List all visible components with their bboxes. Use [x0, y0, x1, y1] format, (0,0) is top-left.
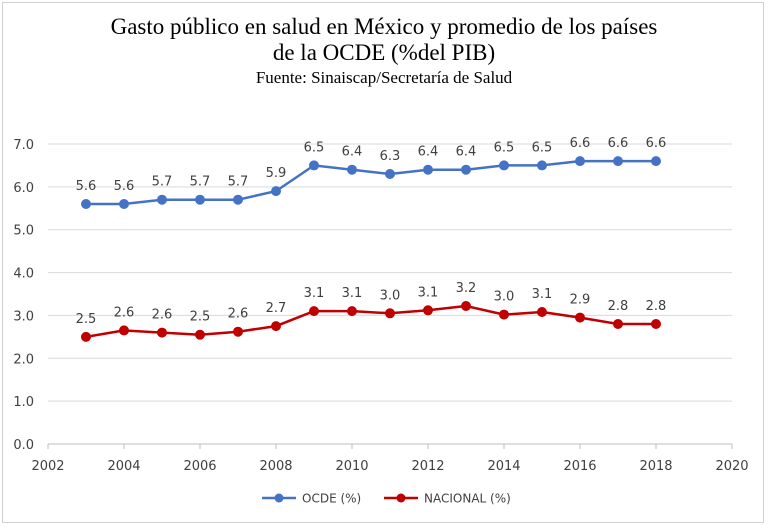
data-point	[537, 307, 547, 317]
x-tick-label: 2008	[259, 459, 292, 474]
data-label: 2.5	[190, 310, 211, 325]
data-label: 6.6	[608, 136, 629, 151]
data-label: 6.5	[304, 140, 325, 155]
x-tick-label: 2018	[639, 459, 672, 474]
data-label: 6.4	[418, 145, 439, 160]
data-label: 6.4	[342, 145, 363, 160]
x-tick-label: 2020	[715, 459, 748, 474]
data-point	[347, 164, 357, 175]
data-label: 2.7	[266, 301, 287, 316]
data-label: 2.6	[152, 308, 173, 323]
data-label: 5.7	[190, 175, 211, 190]
data-point	[81, 199, 91, 209]
chart-title-line2: de la OCDE (%del PIB)	[272, 40, 496, 65]
data-label: 3.1	[342, 286, 363, 301]
data-point	[233, 194, 243, 205]
data-label: 2.5	[76, 312, 97, 327]
data-label: 5.6	[114, 179, 135, 194]
data-label: 6.5	[532, 140, 553, 155]
chart-subtitle: Fuente: Sinaiscap/Secretaría de Salud	[255, 68, 513, 87]
data-label: 2.9	[570, 293, 591, 308]
data-point	[157, 194, 167, 205]
y-tick-label: 1.0	[13, 395, 34, 410]
data-label: 3.0	[380, 288, 401, 303]
data-point	[347, 306, 357, 317]
chart-title-line1: Gasto público en salud en México y prome…	[110, 14, 658, 39]
data-label: 6.5	[494, 140, 515, 155]
data-point	[575, 156, 585, 167]
y-tick-label: 7.0	[13, 138, 34, 153]
data-point	[575, 312, 585, 323]
data-label: 5.6	[76, 179, 97, 194]
y-tick-label: 2.0	[13, 352, 34, 367]
data-label: 2.6	[114, 305, 135, 320]
y-tick-label: 0.0	[13, 438, 34, 453]
data-label: 6.6	[570, 136, 591, 151]
data-point	[309, 160, 319, 171]
x-tick-label: 2016	[563, 459, 596, 474]
data-point	[613, 319, 623, 329]
legend-marker-1	[396, 493, 406, 503]
data-point	[423, 164, 433, 175]
x-tick-label: 2004	[107, 459, 140, 474]
data-point	[423, 305, 433, 316]
data-label: 3.0	[494, 290, 515, 305]
data-label: 3.1	[532, 287, 553, 302]
data-label: 5.7	[228, 175, 249, 190]
data-point	[309, 306, 319, 317]
data-label: 2.6	[228, 307, 249, 322]
data-point	[195, 194, 205, 205]
data-label: 6.6	[646, 136, 667, 151]
y-tick-label: 6.0	[13, 181, 34, 196]
data-point	[195, 329, 205, 340]
data-label: 3.1	[304, 286, 325, 301]
data-label: 3.2	[456, 281, 477, 296]
data-label: 5.7	[152, 175, 173, 190]
x-tick-label: 2012	[411, 459, 444, 474]
data-label: 2.8	[646, 299, 667, 314]
data-point	[537, 160, 547, 171]
data-point	[613, 156, 623, 167]
data-point	[385, 169, 395, 179]
y-tick-label: 4.0	[13, 267, 34, 282]
legend-marker-0	[274, 493, 284, 503]
data-point	[157, 327, 167, 338]
data-label: 6.4	[456, 145, 477, 160]
series-line-0	[86, 159, 656, 206]
series-line-1	[85, 304, 656, 339]
data-point	[271, 186, 281, 197]
y-tick-label: 3.0	[13, 309, 34, 324]
data-point	[385, 308, 395, 319]
data-point	[499, 160, 509, 171]
x-tick-label: 2006	[183, 459, 216, 474]
data-point	[651, 319, 661, 329]
x-tick-label: 2014	[487, 459, 520, 474]
x-tick-label: 2010	[335, 459, 368, 474]
data-point	[81, 331, 91, 342]
x-tick-label: 2002	[31, 459, 64, 474]
legend-label-1: NACIONAL (%)	[424, 492, 511, 506]
data-point	[119, 199, 129, 209]
data-point	[499, 309, 509, 320]
data-point	[651, 156, 661, 167]
data-label: 3.1	[418, 285, 439, 300]
data-point	[233, 326, 243, 337]
y-tick-label: 5.0	[13, 224, 34, 239]
legend-label-0: OCDE (%)	[302, 492, 361, 506]
data-point	[119, 325, 129, 336]
data-point	[461, 301, 471, 311]
data-point	[461, 164, 471, 175]
data-label: 6.3	[380, 149, 401, 164]
data-point	[271, 321, 281, 332]
data-label: 2.8	[608, 299, 629, 314]
data-label: 5.9	[266, 166, 287, 181]
